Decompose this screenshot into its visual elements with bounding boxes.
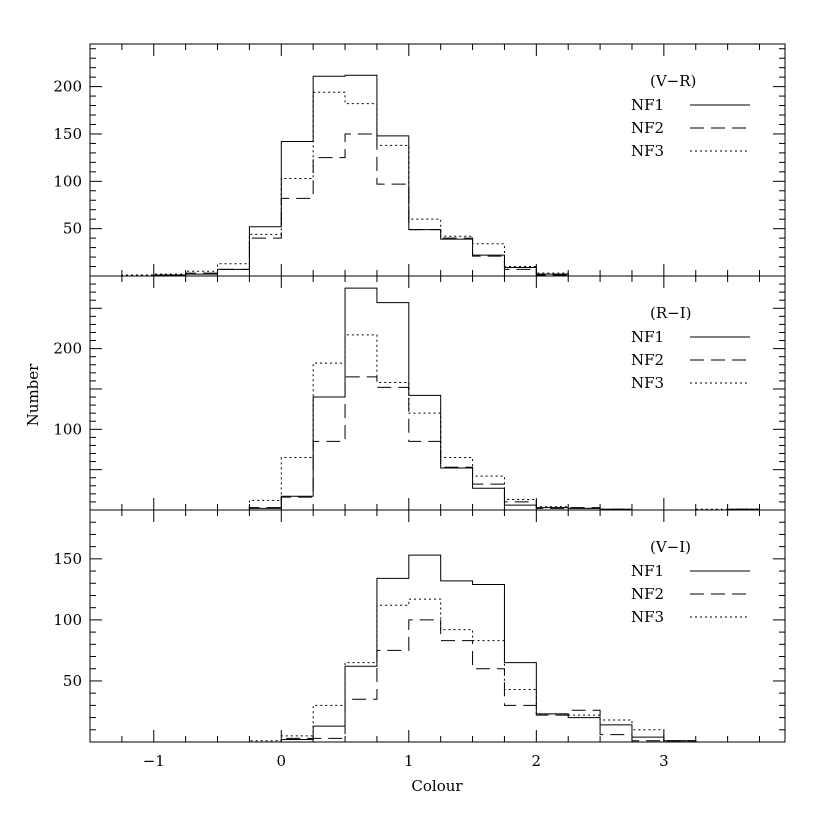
y-axis-title: Number <box>24 363 42 426</box>
series-nf2-histogram <box>121 133 760 277</box>
axis-ticks <box>89 44 785 742</box>
legend-entry-label: NF3 <box>631 608 664 626</box>
panel-frame <box>89 509 786 743</box>
legend-entry-label: NF2 <box>631 585 664 603</box>
legend-entry-label: NF1 <box>631 96 664 114</box>
panel-label: (V−R) <box>650 72 696 90</box>
legend-entry-label: NF2 <box>631 119 664 137</box>
legend: (R−I) NF1 NF2 NF3 <box>631 304 750 392</box>
series-nf3-histogram <box>121 334 760 511</box>
y-tick-label: 200 <box>53 78 82 96</box>
y-tick-label: 200 <box>53 340 82 358</box>
y-tick-label: 100 <box>53 611 82 629</box>
series-nf3-histogram <box>121 91 760 277</box>
y-tick-label: 100 <box>53 420 82 438</box>
legend-entry-label: NF3 <box>631 374 664 392</box>
panel-label: (R−I) <box>650 304 692 322</box>
legend-entry-label: NF1 <box>631 328 664 346</box>
panel-label: (V−I) <box>650 538 691 556</box>
x-tick-label: 1 <box>404 752 414 770</box>
x-tick-label: −1 <box>143 752 165 770</box>
histogram-series <box>121 74 760 743</box>
y-tick-label: 150 <box>53 550 82 568</box>
legend-entry-label: NF2 <box>631 351 664 369</box>
y-tick-label: 50 <box>63 220 82 238</box>
panel-frames <box>89 43 786 743</box>
tick-labels: 50 100 150 200 100 200 50 100 150 −1 0 1 2 3 <box>53 78 668 770</box>
x-tick-label: 0 <box>277 752 287 770</box>
legend-entry-label: NF3 <box>631 142 664 160</box>
legends: (V−R) NF1 NF2 NF3 (R−I) NF1 NF2 NF3 (V−I) NF1 NF2 N… <box>631 72 750 626</box>
legend: (V−I) NF1 NF2 NF3 <box>631 538 750 626</box>
y-tick-label: 50 <box>63 672 82 690</box>
legend: (V−R) NF1 NF2 NF3 <box>631 72 750 160</box>
legend-entry-label: NF1 <box>631 562 664 580</box>
x-tick-label: 2 <box>532 752 542 770</box>
y-tick-label: 150 <box>53 125 82 143</box>
x-tick-label: 3 <box>659 752 669 770</box>
series-nf2-histogram <box>121 619 760 743</box>
y-tick-label: 100 <box>53 172 82 190</box>
x-axis-title: Colour <box>411 777 463 795</box>
series-nf1-histogram <box>121 554 760 743</box>
series-nf3-histogram <box>121 598 760 743</box>
